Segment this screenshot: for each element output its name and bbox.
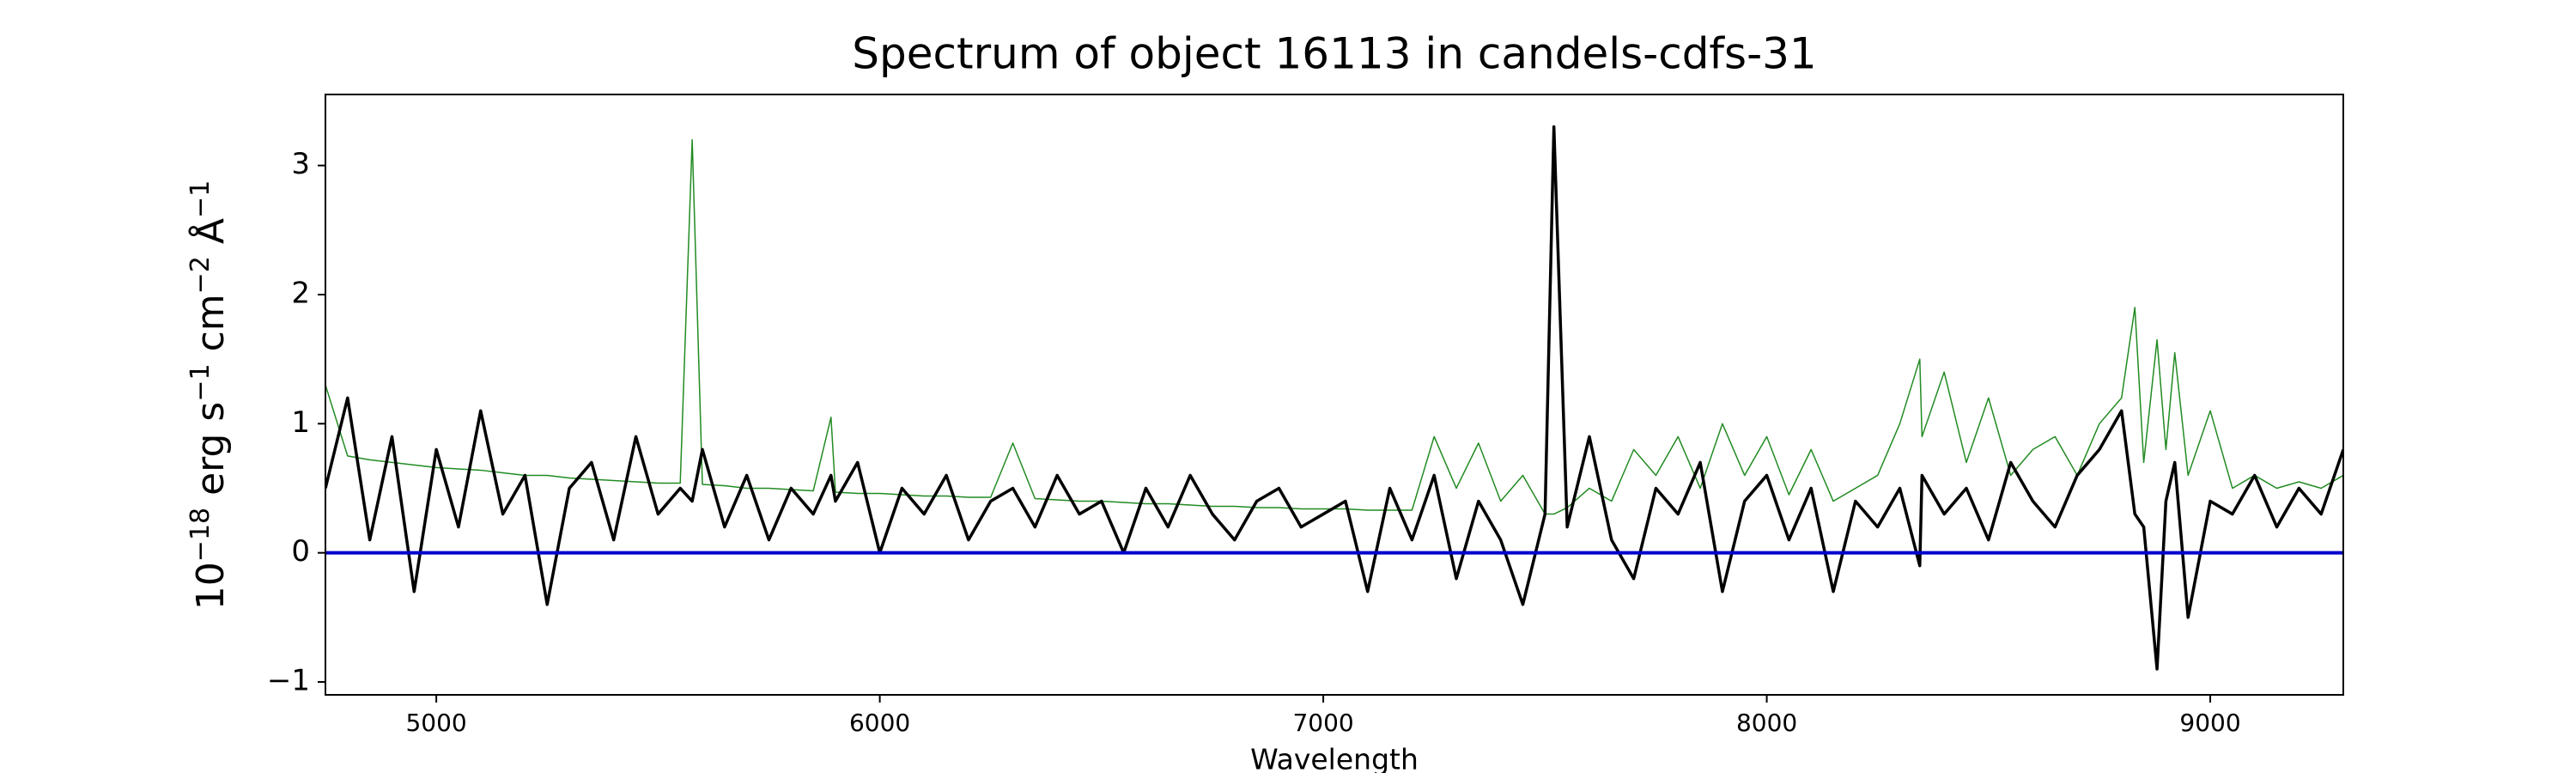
x-tick-label: 6000 — [849, 709, 910, 737]
x-tick-label: 9000 — [2179, 709, 2240, 737]
x-axis-label: Wavelength — [1250, 743, 1419, 773]
y-axis-label-part: −18 — [185, 508, 216, 562]
y-tick-label: 3 — [291, 147, 310, 181]
y-axis-label: 10−18 erg s−1 cm−2 Å−1 — [185, 180, 234, 610]
x-tick-label: 7000 — [1292, 709, 1353, 737]
y-tick-label: 0 — [291, 534, 310, 569]
y-axis-label-part: −2 — [185, 256, 216, 294]
x-tick-label: 5000 — [405, 709, 466, 737]
spectrum-line — [325, 125, 2343, 671]
y-axis-label-part: −1 — [185, 180, 216, 218]
plot-frame — [325, 94, 2344, 696]
y-axis-label-part: 10 — [189, 562, 233, 610]
y-axis-label-part: cm — [189, 294, 233, 363]
spectrum-line — [325, 138, 2343, 515]
y-axis-label-part: −1 — [185, 363, 216, 401]
y-tick-label: 1 — [291, 405, 310, 440]
y-tick-label: 2 — [291, 277, 310, 311]
chart-title: Spectrum of object 16113 in candels-cdfs… — [852, 29, 1817, 79]
y-axis-label-part: erg s — [189, 402, 233, 508]
x-tick-label: 8000 — [1736, 709, 1797, 737]
y-axis-label-part: Å — [187, 218, 233, 256]
y-tick-label: −1 — [267, 663, 310, 697]
